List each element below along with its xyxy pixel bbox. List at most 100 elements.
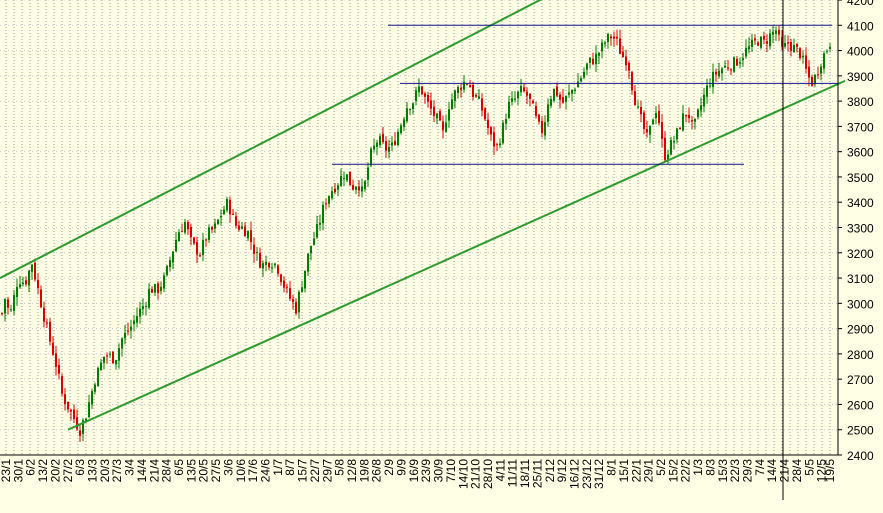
candle-down (106, 355, 108, 357)
candle-down (55, 353, 57, 367)
candle-down (427, 94, 429, 102)
candle-up (649, 125, 651, 135)
x-tick-label: 30/9 (432, 459, 446, 483)
y-tick-label: 3700 (847, 120, 874, 134)
candle-up (346, 174, 348, 181)
candle-up (583, 71, 585, 78)
candle-down (67, 401, 69, 410)
candle-down (736, 58, 738, 66)
candle-up (568, 92, 570, 95)
candle-down (325, 203, 327, 205)
candle-up (724, 65, 726, 68)
candle-up (169, 260, 171, 268)
candle-up (217, 219, 219, 224)
x-tick-label: 3/6 (221, 459, 235, 476)
candle-down (1, 313, 3, 315)
candle-up (826, 50, 828, 52)
candle-up (94, 384, 96, 392)
candle-down (25, 280, 27, 285)
x-tick-label: 23/1 (0, 459, 13, 483)
candle-down (763, 36, 765, 40)
x-tick-label: 21/4 (778, 459, 792, 483)
candle-up (721, 68, 723, 74)
candle-down (688, 114, 690, 119)
candle-up (118, 348, 120, 361)
candle-down (631, 72, 633, 91)
candle-down (382, 133, 384, 143)
candle-down (766, 41, 768, 44)
candle-down (805, 55, 807, 69)
candle-up (445, 122, 447, 132)
candle-down (430, 100, 432, 109)
y-tick-label: 4100 (847, 19, 874, 33)
x-tick-label: 27/2 (61, 459, 75, 483)
candle-down (187, 222, 189, 230)
x-tick-label: 13/5 (184, 459, 198, 483)
candle-up (367, 167, 369, 180)
x-tick-label: 19/8 (357, 459, 371, 483)
candle-up (274, 263, 276, 266)
candle-down (205, 239, 207, 241)
candle-up (148, 289, 150, 308)
x-tick-label: 15/2 (666, 459, 680, 483)
candle-up (262, 263, 264, 269)
candle-down (811, 76, 813, 86)
candle-up (100, 362, 102, 371)
y-tick-label: 3400 (847, 196, 874, 210)
candle-up (802, 55, 804, 58)
candle-up (775, 30, 777, 34)
candle-up (13, 294, 15, 311)
candle-up (580, 78, 582, 82)
candle-down (190, 226, 192, 238)
candle-down (358, 186, 360, 191)
candle-down (559, 94, 561, 100)
candle-up (223, 209, 225, 215)
candle-down (487, 119, 489, 128)
candle-down (790, 41, 792, 51)
candle-up (265, 261, 267, 265)
candle-up (586, 63, 588, 70)
candle-up (772, 31, 774, 35)
candle-up (355, 186, 357, 190)
candle-down (529, 93, 531, 99)
candle-up (160, 286, 162, 292)
upper-channel-line (0, 0, 543, 279)
x-tick-label: 12/8 (345, 459, 359, 483)
candle-down (796, 43, 798, 47)
candle-up (415, 90, 417, 101)
candle-up (373, 145, 375, 150)
candle-down (466, 83, 468, 85)
candle-up (673, 140, 675, 143)
candle-up (10, 309, 12, 311)
candle-up (751, 39, 753, 47)
x-tick-label: 16/9 (407, 459, 421, 483)
candle-up (82, 420, 84, 434)
candle-up (565, 95, 567, 102)
candle-up (793, 44, 795, 53)
candle-down (541, 121, 543, 134)
candle-up (16, 286, 18, 298)
candle-down (157, 283, 159, 294)
candle-up (271, 267, 273, 269)
candle-up (337, 185, 339, 190)
candle-up (709, 85, 711, 87)
candle-up (784, 42, 786, 47)
candle-down (238, 225, 240, 230)
candle-up (109, 353, 111, 355)
candle-up (676, 128, 678, 140)
x-tick-label: 25/11 (530, 459, 544, 488)
lower-channel-line (67, 79, 846, 431)
candle-up (718, 70, 720, 77)
x-tick-label: 27/5 (209, 459, 223, 483)
candle-up (256, 251, 258, 253)
candle-up (370, 148, 372, 166)
candle-up (604, 42, 606, 44)
x-tick-label: 24/6 (259, 459, 273, 483)
y-tick-label: 2700 (847, 373, 874, 387)
candle-down (37, 279, 39, 289)
y-tick-label: 4200 (847, 0, 874, 8)
x-tick-label: 2/12 (543, 459, 557, 483)
candle-up (115, 360, 117, 365)
candle-down (334, 188, 336, 193)
